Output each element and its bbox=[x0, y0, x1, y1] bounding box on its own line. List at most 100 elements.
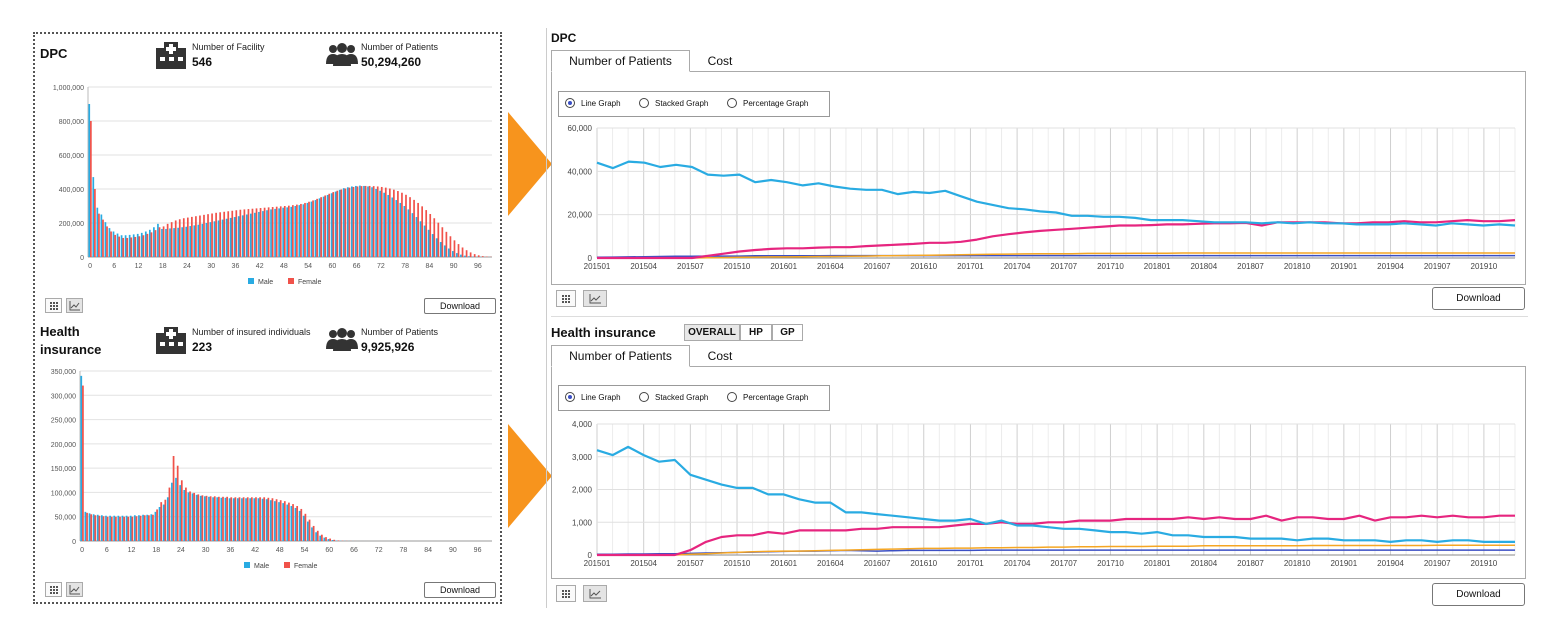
y-tick-label: 20,000 bbox=[568, 211, 593, 220]
bar bbox=[197, 224, 200, 257]
bar bbox=[165, 228, 167, 257]
bar bbox=[316, 530, 319, 541]
bar bbox=[82, 385, 84, 541]
x-tick-label: 201507 bbox=[677, 559, 704, 568]
tab-number-of-patients[interactable]: Number of Patients bbox=[551, 345, 690, 367]
bar bbox=[228, 498, 231, 541]
bar bbox=[340, 189, 343, 257]
right-panel-left-border bbox=[546, 28, 547, 608]
patients-group-icon bbox=[326, 328, 358, 351]
bar bbox=[124, 235, 127, 257]
x-tick-label: 201507 bbox=[677, 262, 704, 271]
table-view-button[interactable] bbox=[556, 585, 576, 602]
bar bbox=[221, 219, 224, 257]
bar bbox=[421, 206, 423, 257]
x-tick-label: 78 bbox=[401, 263, 409, 270]
x-tick-label: 6 bbox=[105, 547, 109, 554]
bar bbox=[126, 237, 129, 257]
bar bbox=[174, 220, 177, 257]
bar bbox=[171, 482, 173, 541]
segment-gp[interactable]: GP bbox=[772, 324, 803, 341]
bar bbox=[173, 228, 175, 257]
bar bbox=[457, 244, 460, 257]
bar bbox=[149, 229, 151, 257]
bar bbox=[409, 197, 411, 257]
bar bbox=[209, 496, 212, 541]
x-tick-label: 201510 bbox=[724, 262, 751, 271]
bar bbox=[154, 511, 157, 541]
bar bbox=[460, 254, 462, 257]
bar bbox=[117, 515, 120, 541]
bar bbox=[388, 188, 391, 257]
radio-stacked-graph[interactable]: Stacked Graph bbox=[639, 392, 708, 402]
bar bbox=[481, 256, 484, 257]
health-detail-download-button[interactable]: Download bbox=[1432, 583, 1525, 606]
x-tick-label: 66 bbox=[353, 263, 361, 270]
segment-hp[interactable]: HP bbox=[740, 324, 772, 341]
bar bbox=[231, 210, 234, 257]
bar bbox=[138, 236, 141, 257]
bar bbox=[332, 192, 335, 257]
segment-overall[interactable]: OVERALL bbox=[684, 324, 740, 341]
chart-view-button[interactable] bbox=[583, 585, 607, 602]
y-tick-label: 0 bbox=[72, 539, 76, 546]
bar bbox=[274, 501, 276, 541]
series-line bbox=[597, 544, 1515, 556]
x-tick-label: 66 bbox=[350, 547, 358, 554]
x-tick-label: 201910 bbox=[1471, 262, 1498, 271]
bar bbox=[130, 237, 133, 257]
bar bbox=[106, 226, 108, 257]
bar bbox=[255, 497, 257, 541]
chart-view-button[interactable] bbox=[66, 298, 83, 313]
bar bbox=[304, 202, 306, 257]
bar bbox=[360, 186, 363, 257]
bar bbox=[161, 228, 163, 257]
y-tick-label: 50,000 bbox=[55, 515, 77, 522]
bar bbox=[92, 177, 95, 257]
bar bbox=[279, 500, 282, 541]
tab-cost[interactable]: Cost bbox=[707, 349, 733, 363]
tab-number-of-patients[interactable]: Number of Patients bbox=[551, 50, 690, 72]
table-view-button[interactable] bbox=[556, 290, 576, 307]
x-tick-label: 201901 bbox=[1330, 559, 1357, 568]
x-tick-label: 42 bbox=[256, 263, 264, 270]
table-view-button[interactable] bbox=[45, 298, 62, 313]
health-summary-download-button[interactable]: Download bbox=[424, 582, 496, 598]
bar bbox=[271, 498, 274, 541]
table-view-button[interactable] bbox=[45, 582, 62, 597]
dpc-summary-download-button[interactable]: Download bbox=[424, 298, 496, 314]
bar bbox=[286, 504, 289, 541]
x-tick-label: 12 bbox=[128, 547, 136, 554]
radio-percentage-graph[interactable]: Percentage Graph bbox=[727, 98, 808, 108]
x-tick-label: 201904 bbox=[1377, 262, 1404, 271]
x-tick-label: 12 bbox=[135, 263, 143, 270]
dpc-patients-line-chart: 0 20,000 40,000 60,000 201501 201504 201507 201… bbox=[568, 124, 1516, 271]
bar bbox=[286, 207, 289, 257]
y-tick-label: 300,000 bbox=[51, 393, 76, 400]
radio-line-graph[interactable]: Line Graph bbox=[565, 392, 621, 402]
hospital-icon bbox=[156, 327, 186, 354]
x-tick-label: 0 bbox=[88, 263, 92, 270]
x-tick-label: 201610 bbox=[910, 559, 937, 568]
x-tick-label: 48 bbox=[276, 547, 284, 554]
bar bbox=[251, 208, 254, 257]
bar bbox=[156, 509, 158, 541]
radio-percentage-graph[interactable]: Percentage Graph bbox=[727, 392, 808, 402]
dpc-summary-title: DPC bbox=[40, 46, 68, 61]
bar bbox=[417, 202, 419, 257]
bar bbox=[112, 231, 115, 257]
radio-stacked-graph[interactable]: Stacked Graph bbox=[639, 98, 708, 108]
bar bbox=[233, 217, 236, 257]
bar bbox=[201, 223, 204, 257]
tab-cost[interactable]: Cost bbox=[707, 54, 733, 68]
bar bbox=[310, 201, 313, 257]
bar bbox=[158, 507, 161, 541]
x-tick-label: 201701 bbox=[957, 559, 984, 568]
bar bbox=[298, 510, 301, 541]
bar bbox=[98, 515, 101, 541]
dpc-detail-download-button[interactable]: Download bbox=[1432, 287, 1525, 310]
chart-view-button[interactable] bbox=[66, 582, 83, 597]
radio-line-graph[interactable]: Line Graph bbox=[565, 98, 621, 108]
bar bbox=[96, 207, 99, 257]
chart-view-button[interactable] bbox=[583, 290, 607, 307]
